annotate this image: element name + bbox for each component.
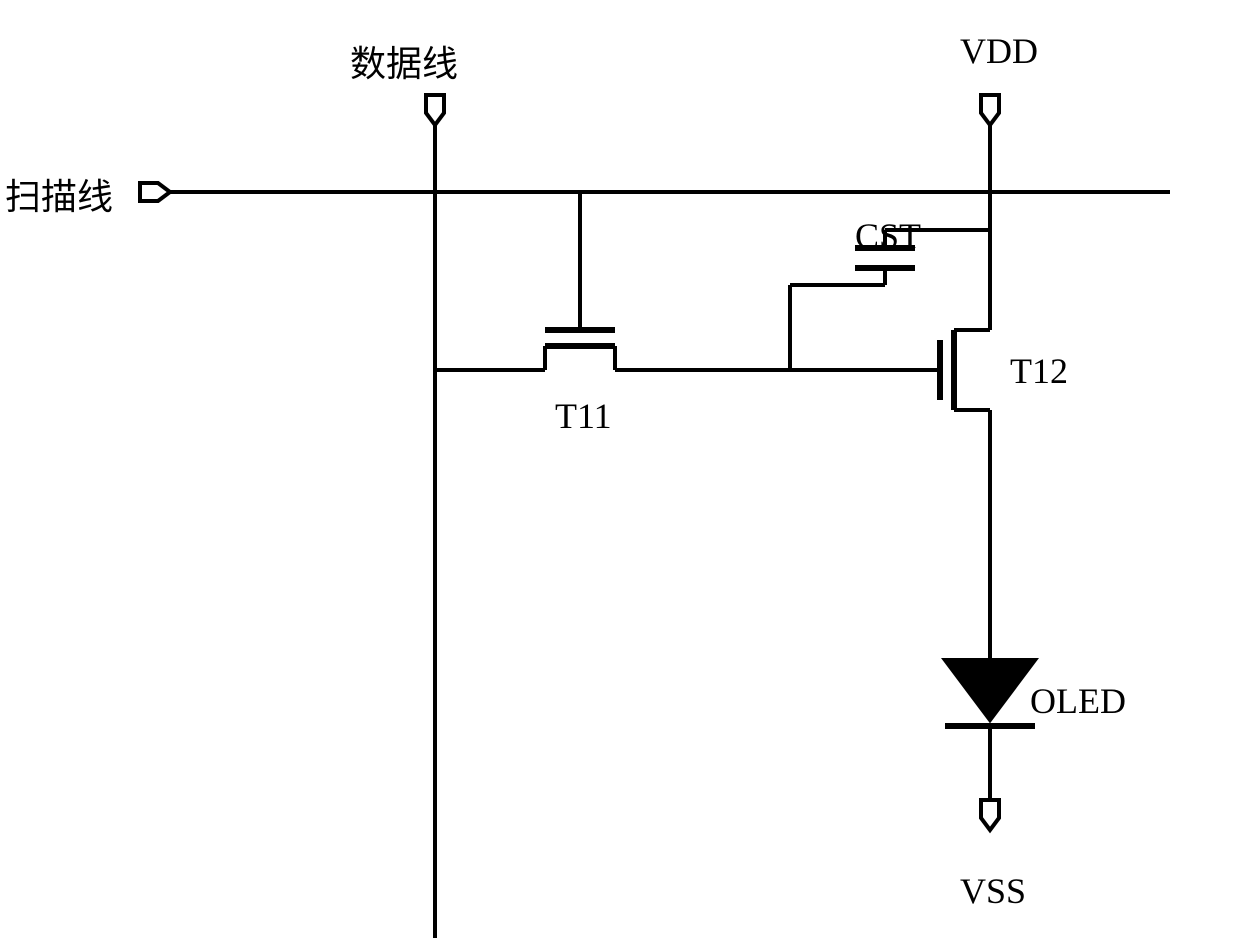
circuit-diagram: 扫描线 数据线 VDD CST T11 T12 OLED VSS: [0, 0, 1240, 938]
label-vss: VSS: [960, 870, 1026, 912]
circuit-svg: [0, 0, 1240, 938]
label-t11: T11: [555, 395, 612, 437]
label-scan-line: 扫描线: [5, 168, 113, 220]
label-t12: T12: [1010, 350, 1068, 392]
label-cst: CST: [855, 215, 921, 257]
label-vdd: VDD: [960, 30, 1038, 72]
label-data-line: 数据线: [350, 35, 458, 87]
label-oled: OLED: [1030, 680, 1126, 722]
